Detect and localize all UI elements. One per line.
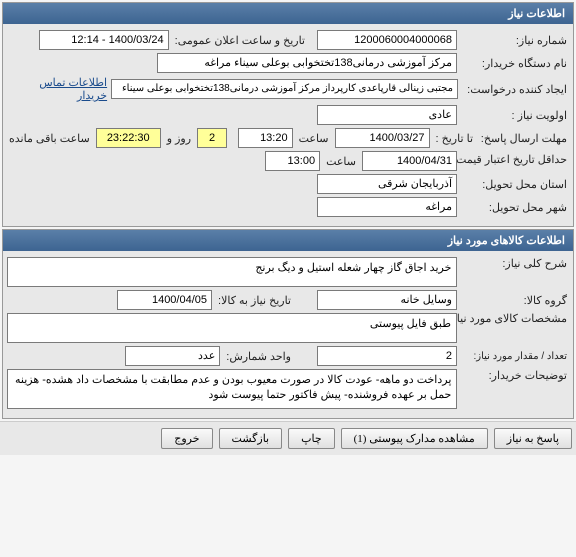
deadline-date-field: 1400/03/27 xyxy=(335,128,430,148)
deadline-label: مهلت ارسال پاسخ: xyxy=(479,132,569,145)
validity-date-field: 1400/04/31 xyxy=(362,151,457,171)
creator-label: ایجاد کننده درخواست: xyxy=(462,83,569,96)
group-label: گروه کالا: xyxy=(461,294,569,307)
notes-label: توضیحات خریدار: xyxy=(461,369,569,382)
unit-label: واحد شمارش: xyxy=(224,350,293,363)
unit-field: عدد xyxy=(125,346,220,366)
priority-field: عادی xyxy=(317,105,457,125)
need-by-label: تاریخ نیاز به کالا: xyxy=(216,294,293,307)
need-info-panel: اطلاعات نیاز شماره نیاز: 120006000400006… xyxy=(2,2,574,227)
time-label-2: ساعت xyxy=(324,155,358,168)
city-field: مراغه xyxy=(317,197,457,217)
need-number-label: شماره نیاز: xyxy=(461,34,569,47)
qty-label: تعداد / مقدار مورد نیاز: xyxy=(461,351,569,362)
to-date-label: تا تاریخ : xyxy=(434,132,475,145)
contact-link[interactable]: اطلاعات تماس خریدار xyxy=(7,76,107,102)
remaining-time-field: 23:22:30 xyxy=(96,128,161,148)
exit-button[interactable]: خروج xyxy=(161,428,212,449)
desc-field: خرید اجاق گاز چهار شعله استیل و دیگ برنج xyxy=(7,257,457,287)
spec-label: مشخصات کالای مورد نیاز: xyxy=(461,313,569,326)
province-field: آذربایجان شرقی xyxy=(317,174,457,194)
need-by-field: 1400/04/05 xyxy=(117,290,212,310)
print-button[interactable]: چاپ xyxy=(288,428,335,449)
panel1-header: اطلاعات نیاز xyxy=(3,3,573,24)
days-label: روز و xyxy=(165,132,193,145)
remaining-label: ساعت باقی مانده xyxy=(7,132,92,145)
priority-label: اولویت نیاز : xyxy=(461,109,569,122)
city-label: شهر محل تحویل: xyxy=(461,201,569,214)
validity-time-field: 13:00 xyxy=(265,151,320,171)
province-label: استان محل تحویل: xyxy=(461,178,569,191)
time-label-1: ساعت xyxy=(297,132,331,145)
validity-label: حداقل تاریخ اعتبار قیمت: xyxy=(461,154,569,167)
buyer-label: نام دستگاه خریدار: xyxy=(461,57,569,70)
action-buttons-row: پاسخ به نیاز مشاهده مدارک پیوستی (1) چاپ… xyxy=(0,421,576,455)
creator-field: مجتبی زینالی قارپاعدی کارپرداز مرکز آموز… xyxy=(111,79,458,99)
respond-button[interactable]: پاسخ به نیاز xyxy=(494,428,572,449)
announce-label: تاریخ و ساعت اعلان عمومی: xyxy=(173,34,307,47)
qty-field: 2 xyxy=(317,346,457,366)
desc-label: شرح کلی نیاز: xyxy=(461,257,569,270)
group-field: وسایل خانه xyxy=(317,290,457,310)
goods-info-panel: اطلاعات کالاهای مورد نیاز شرح کلی نیاز: … xyxy=(2,229,574,419)
deadline-time-field: 13:20 xyxy=(238,128,293,148)
days-field: 2 xyxy=(197,128,227,148)
notes-field: پرداخت دو ماهه- عودت کالا در صورت معیوب … xyxy=(7,369,457,409)
announce-field: 1400/03/24 - 12:14 xyxy=(39,30,169,50)
buyer-field: مرکز آموزشی درمانی138تختخوابی بوعلی سینا… xyxy=(157,53,457,73)
panel2-header: اطلاعات کالاهای مورد نیاز xyxy=(3,230,573,251)
back-button[interactable]: بازگشت xyxy=(219,428,283,449)
need-number-field: 1200060004000068 xyxy=(317,30,457,50)
attachments-button[interactable]: مشاهده مدارک پیوستی (1) xyxy=(341,428,488,449)
spec-field: طبق فایل پیوستی xyxy=(7,313,457,343)
